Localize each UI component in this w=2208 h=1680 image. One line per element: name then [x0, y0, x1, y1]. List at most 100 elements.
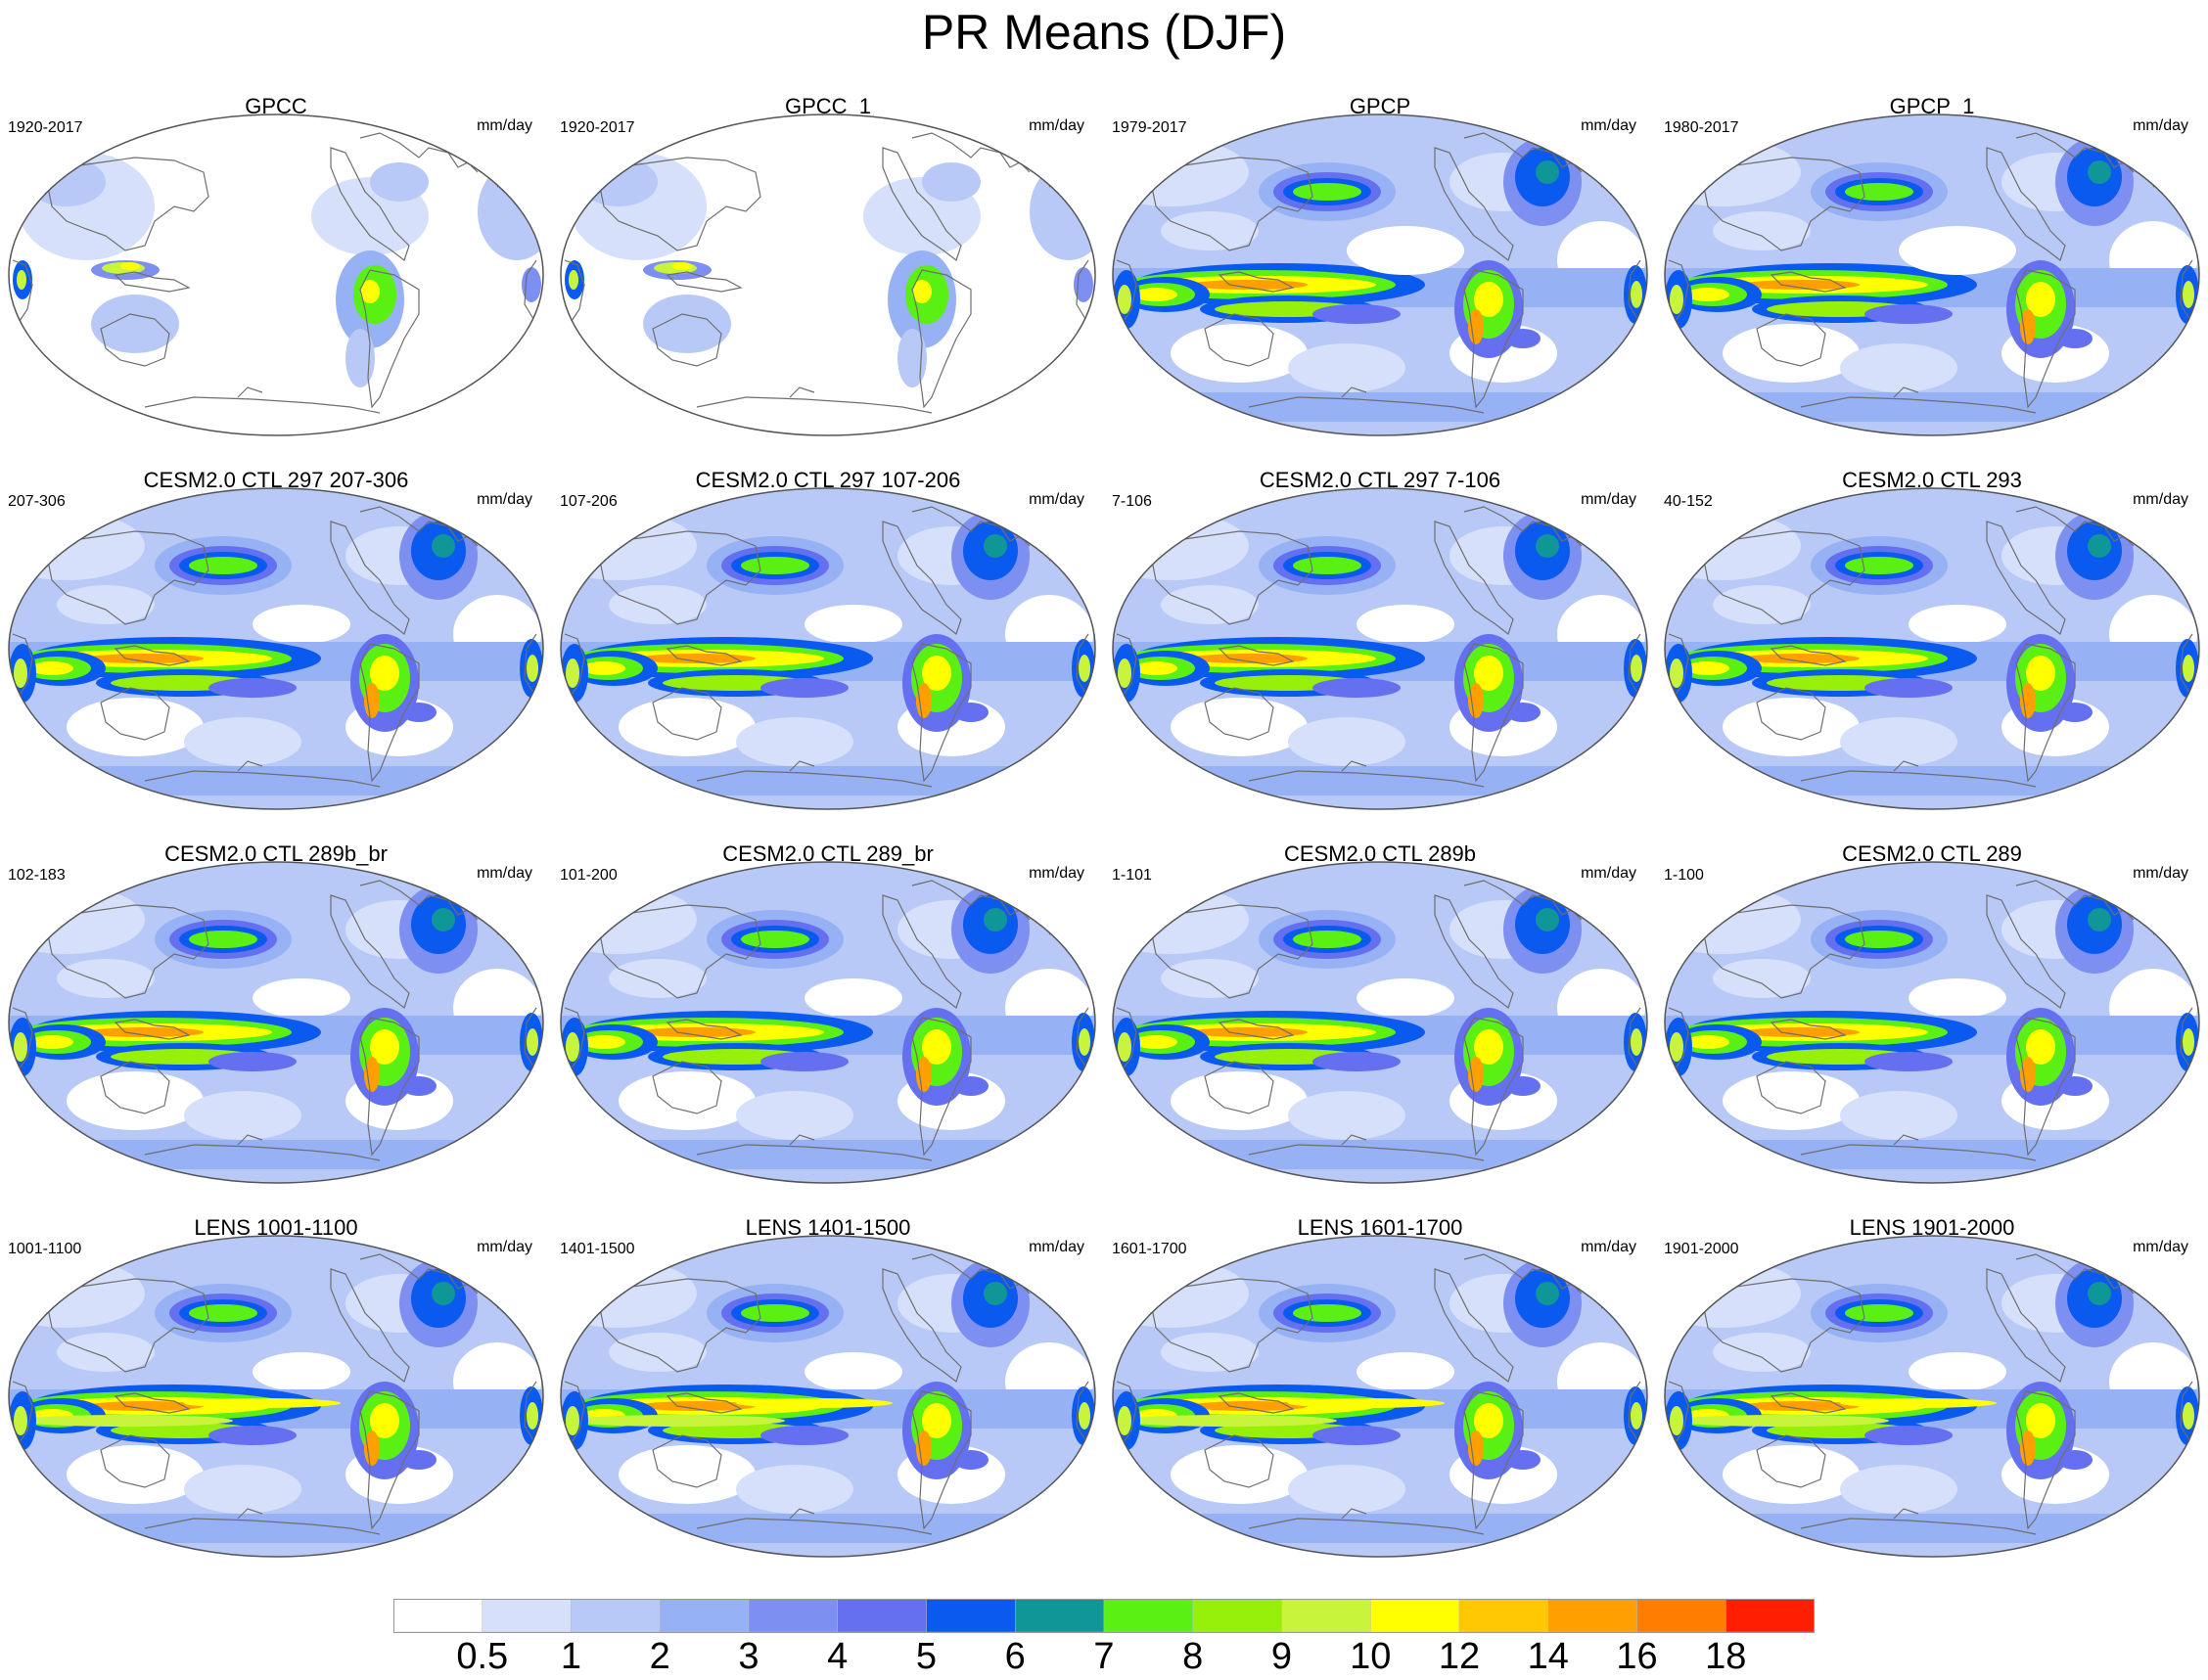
map-panel: GPCP_1 1980-2017 mm/day [1656, 94, 2208, 468]
panel-units-label: mm/day [1029, 1239, 1084, 1255]
precip-field [1113, 1236, 1647, 1557]
map-border [560, 1235, 1096, 1558]
map-panel: CESM2.0 CTL 293 40-152 mm/day [1656, 468, 2208, 841]
colorbar-tick-label: 16 [1616, 1636, 1658, 1677]
colorbar-tick-label: 10 [1350, 1636, 1392, 1677]
map-border [1664, 861, 2200, 1184]
panel-units-label: mm/day [1029, 117, 1084, 134]
colorbar-box [1192, 1599, 1282, 1633]
map-border [8, 487, 544, 810]
panel-period-label: 1980-2017 [1664, 119, 1739, 136]
map-panel: CESM2.0 CTL 297 107-206 107-206 mm/day [552, 468, 1104, 841]
panel-units-label: mm/day [477, 117, 532, 134]
panel-units-label: mm/day [1029, 491, 1084, 508]
colorbar-box [926, 1599, 1016, 1633]
map-projection [1664, 487, 2200, 810]
coastlines [564, 506, 1089, 788]
panel-period-label: 1920-2017 [560, 119, 635, 136]
precip-field [9, 114, 543, 435]
panel-period-label: 7-106 [1112, 493, 1152, 510]
map-border [1664, 487, 2200, 810]
map-projection [1112, 861, 1648, 1184]
precip-field [1113, 488, 1647, 809]
panel-period-label: 1-100 [1664, 867, 1704, 884]
coastlines [12, 880, 537, 1161]
map-panel: GPCC_1 1920-2017 mm/day [552, 94, 1104, 468]
colorbar-tick-label: 18 [1705, 1636, 1747, 1677]
panel-units-label: mm/day [2133, 1239, 2188, 1255]
colorbar-box [1458, 1599, 1548, 1633]
panel-units-label: mm/day [477, 491, 532, 508]
map-panel: CESM2.0 CTL 297 207-306 207-306 mm/day [0, 468, 552, 841]
colorbar-box [1015, 1599, 1105, 1633]
map-border [1112, 114, 1648, 436]
precip-field [1665, 488, 2199, 809]
map-border [560, 861, 1096, 1184]
coastlines [12, 1253, 537, 1535]
coastlines [1668, 132, 2193, 414]
figure-title: PR Means (DJF) [921, 5, 1287, 60]
map-border [1112, 861, 1648, 1184]
panel-period-label: 1-101 [1112, 867, 1152, 884]
panel-units-label: mm/day [1029, 865, 1084, 882]
panel-period-label: 1401-1500 [560, 1241, 635, 1257]
colorbar-tick-label: 14 [1527, 1636, 1569, 1677]
precip-field [1113, 862, 1647, 1183]
precip-field [1113, 114, 1647, 435]
map-panel: CESM2.0 CTL 289b_br 102-183 mm/day [0, 841, 552, 1215]
map-panel: CESM2.0 CTL 289 1-100 mm/day [1656, 841, 2208, 1215]
map-panel: CESM2.0 CTL 289b 1-101 mm/day [1104, 841, 1656, 1215]
coastlines [1668, 506, 2193, 788]
colorbar-box [1370, 1599, 1460, 1633]
map-projection [8, 1235, 544, 1558]
map-panel: LENS 1601-1700 1601-1700 mm/day [1104, 1215, 1656, 1589]
panel-units-label: mm/day [1581, 117, 1636, 134]
colorbar-tick-label: 0.5 [456, 1636, 509, 1677]
map-border [560, 487, 1096, 810]
panel-period-label: 102-183 [8, 867, 66, 884]
panel-units-label: mm/day [477, 1239, 532, 1255]
panel-period-label: 1979-2017 [1112, 119, 1187, 136]
panel-units-label: mm/day [477, 865, 532, 882]
precip-field [1665, 862, 2199, 1183]
colorbar-box [393, 1599, 483, 1633]
coastlines [564, 132, 1089, 414]
panel-period-label: 40-152 [1664, 493, 1713, 510]
coastlines [1116, 506, 1641, 788]
panel-units-label: mm/day [2133, 491, 2188, 508]
map-panel: CESM2.0 CTL 297 7-106 7-106 mm/day [1104, 468, 1656, 841]
colorbar-tick-label: 9 [1270, 1636, 1293, 1677]
map-projection [1112, 487, 1648, 810]
map-projection [1664, 1235, 2200, 1558]
map-border [1112, 487, 1648, 810]
map-projection [560, 487, 1096, 810]
map-panel: CESM2.0 CTL 289_br 101-200 mm/day [552, 841, 1104, 1215]
panel-period-label: 107-206 [560, 493, 618, 510]
map-border [1664, 1235, 2200, 1558]
panel-period-label: 1601-1700 [1112, 1241, 1187, 1257]
map-projection [560, 1235, 1096, 1558]
colorbar-tick-label: 1 [560, 1636, 582, 1677]
precip-field [9, 488, 543, 809]
map-panel: LENS 1901-2000 1901-2000 mm/day [1656, 1215, 2208, 1589]
panel-units-label: mm/day [1581, 491, 1636, 508]
precip-field [9, 862, 543, 1183]
map-border [1664, 114, 2200, 436]
map-border [1112, 1235, 1648, 1558]
map-projection [1664, 114, 2200, 436]
panel-period-label: 1901-2000 [1664, 1241, 1739, 1257]
colorbar-box [1547, 1599, 1637, 1633]
precip-field [1665, 114, 2199, 435]
colorbar-box [1725, 1599, 1815, 1633]
map-panel: LENS 1401-1500 1401-1500 mm/day [552, 1215, 1104, 1589]
colorbar-box [1103, 1599, 1193, 1633]
colorbar-tick-label: 2 [649, 1636, 670, 1677]
colorbar-tick-label: 7 [1093, 1636, 1115, 1677]
coastlines [1668, 880, 2193, 1161]
map-projection [560, 114, 1096, 436]
map-projection [1664, 861, 2200, 1184]
panel-units-label: mm/day [1581, 1239, 1636, 1255]
precip-field [1665, 1236, 2199, 1557]
map-projection [8, 487, 544, 810]
map-border [560, 114, 1096, 436]
